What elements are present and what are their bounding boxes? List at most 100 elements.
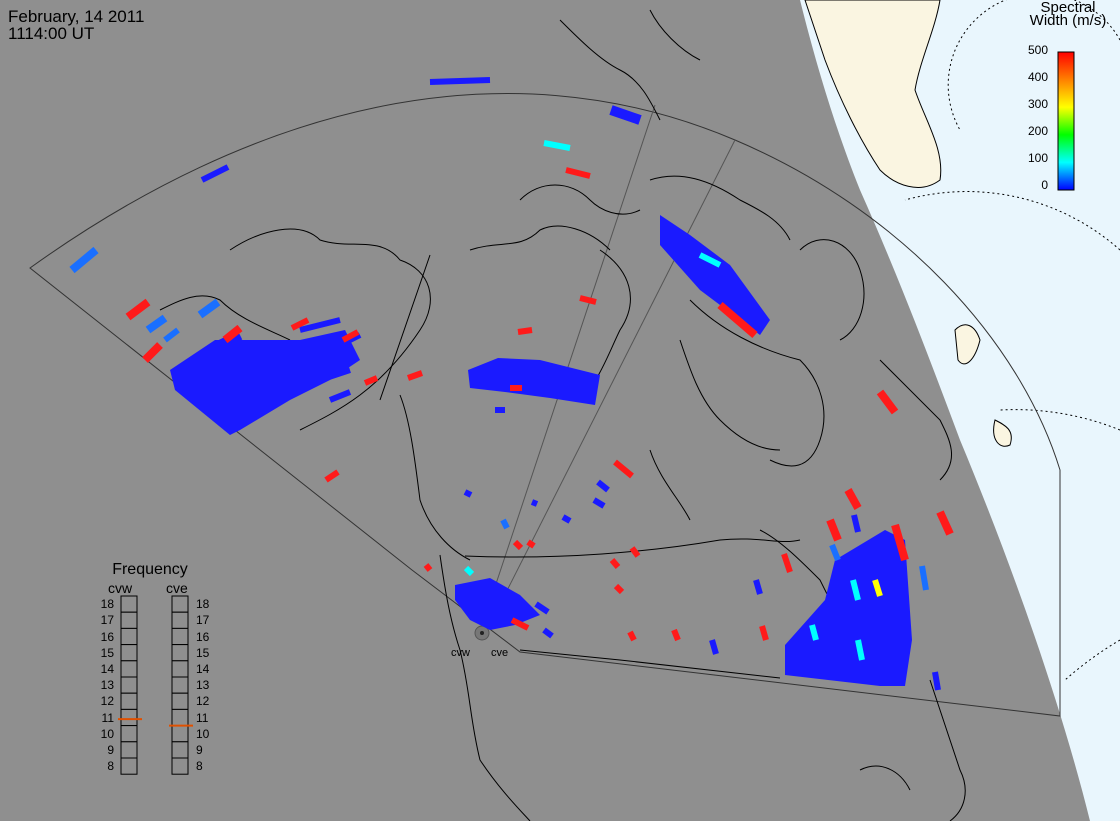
scatter-cell xyxy=(851,514,861,533)
frequency-cell xyxy=(120,708,138,727)
scatter-cell xyxy=(463,565,475,577)
frequency-tick-label: 17 xyxy=(196,613,210,628)
scatter-cell xyxy=(609,558,621,569)
sunlit-land-nova-scotia xyxy=(993,419,1012,447)
scatter-cell xyxy=(872,579,883,597)
frequency-cell xyxy=(171,708,189,727)
scatter-cell xyxy=(468,358,600,405)
scatter-cell xyxy=(826,518,842,542)
scatter-cell xyxy=(919,565,929,591)
frequency-cell xyxy=(171,611,189,629)
frequency-cell xyxy=(171,627,189,646)
frequency-tick-label: 9 xyxy=(196,742,203,757)
scatter-cell xyxy=(850,579,861,601)
frequency-cell xyxy=(171,725,189,743)
scatter-cell xyxy=(785,530,912,686)
date-label: February, 14 2011 xyxy=(8,7,145,26)
frequency-tick-label: 8 xyxy=(196,759,203,774)
scatter-cell xyxy=(290,317,310,331)
frequency-tick-label: 8 xyxy=(107,759,114,774)
frequency-tick-label: 18 xyxy=(100,597,114,612)
scatter-cell xyxy=(592,497,606,509)
scatter-cell xyxy=(932,671,941,691)
scatter-cell xyxy=(512,539,524,551)
scatter-cell xyxy=(222,324,243,344)
frequency-tick-label: 12 xyxy=(100,694,114,709)
frequency-cell xyxy=(120,725,138,743)
scatter-cell xyxy=(876,389,899,415)
scatter-cell xyxy=(844,488,862,510)
colorbar-tick: 400 xyxy=(1027,70,1048,84)
scatter-cell xyxy=(627,630,637,642)
scatter-cell xyxy=(781,553,793,573)
radar-site-center xyxy=(480,631,484,635)
scatter-cell xyxy=(565,167,591,179)
scatter-cell xyxy=(341,329,360,343)
scatter-cell xyxy=(891,523,909,562)
scatter-cell xyxy=(324,469,340,483)
scatter-cell xyxy=(423,563,433,572)
scatter-cell xyxy=(855,639,865,661)
frequency-cell xyxy=(171,676,189,694)
frequency-tick-label: 16 xyxy=(196,629,210,644)
frequency-cell xyxy=(120,692,138,710)
scatter-cell xyxy=(579,295,597,305)
frequency-cell xyxy=(120,660,138,678)
colorbar-title-line1: Spectral xyxy=(1040,0,1096,16)
sunlit-ocean xyxy=(800,0,1120,821)
scatter-cell xyxy=(609,105,642,125)
colorbar-tick: 300 xyxy=(1027,97,1048,111)
coastlines xyxy=(159,9,966,821)
latitude-circle-2 xyxy=(904,191,1120,251)
frequency-radar-label-cvw: cvw xyxy=(108,580,133,596)
scatter-cell xyxy=(534,601,550,615)
scatter-cell xyxy=(829,543,841,562)
colorbar-tick: 0 xyxy=(1041,178,1048,192)
scatter-cell xyxy=(526,539,536,549)
scatter-cell xyxy=(319,367,351,383)
scatter-cell xyxy=(200,164,230,183)
scatter-cell xyxy=(671,628,681,642)
scatter-cell xyxy=(142,342,163,363)
scatter-cell xyxy=(660,215,770,335)
frequency-tick-label: 16 xyxy=(100,629,114,644)
scatter-cell xyxy=(500,518,510,530)
scatter-cell xyxy=(936,510,954,536)
scatter-cell xyxy=(753,579,763,595)
frequency-cell xyxy=(120,627,138,646)
frequency-cell xyxy=(120,676,138,694)
scatter-cell xyxy=(543,140,571,151)
frequency-tick-label: 10 xyxy=(100,726,114,741)
frequency-title: Frequency xyxy=(112,561,188,578)
scatter-cell xyxy=(698,252,722,268)
frequency-tick-label: 15 xyxy=(100,645,114,660)
scatter-cell xyxy=(463,489,473,498)
scatter-cell xyxy=(125,298,151,321)
frequency-radar-label-cve: cve xyxy=(166,580,188,596)
scatter-cell xyxy=(328,389,352,403)
scatter-cell xyxy=(517,327,533,335)
frequency-cell xyxy=(120,611,138,629)
colorbar-tick: 500 xyxy=(1027,43,1048,57)
frequency-tick-label: 10 xyxy=(196,726,210,741)
frequency-tick-label: 11 xyxy=(101,710,114,725)
scatter-cell xyxy=(530,499,539,507)
scatter-cell xyxy=(170,330,360,435)
scatter-cell xyxy=(406,370,424,381)
scatter-cell xyxy=(145,314,168,334)
sunlit-land-labrador xyxy=(954,324,981,365)
scatter-cell xyxy=(455,578,540,630)
colorbar-title-line2: Width (m/s) xyxy=(1029,12,1107,29)
radar-site-label-cve: cve xyxy=(491,647,509,659)
scatter-cell xyxy=(299,317,341,333)
radar-site-label-cvw: cvw xyxy=(451,647,470,659)
frequency-tick-label: 14 xyxy=(196,661,210,676)
frequency-tick-label: 11 xyxy=(196,710,209,725)
latitude-circle-4 xyxy=(1064,639,1120,681)
scatter-layer xyxy=(69,77,954,691)
frequency-cell xyxy=(171,644,189,662)
scatter-cell xyxy=(717,301,758,339)
scatter-cell xyxy=(629,546,641,558)
frequency-scales xyxy=(118,595,193,775)
frequency-cell xyxy=(171,692,189,710)
